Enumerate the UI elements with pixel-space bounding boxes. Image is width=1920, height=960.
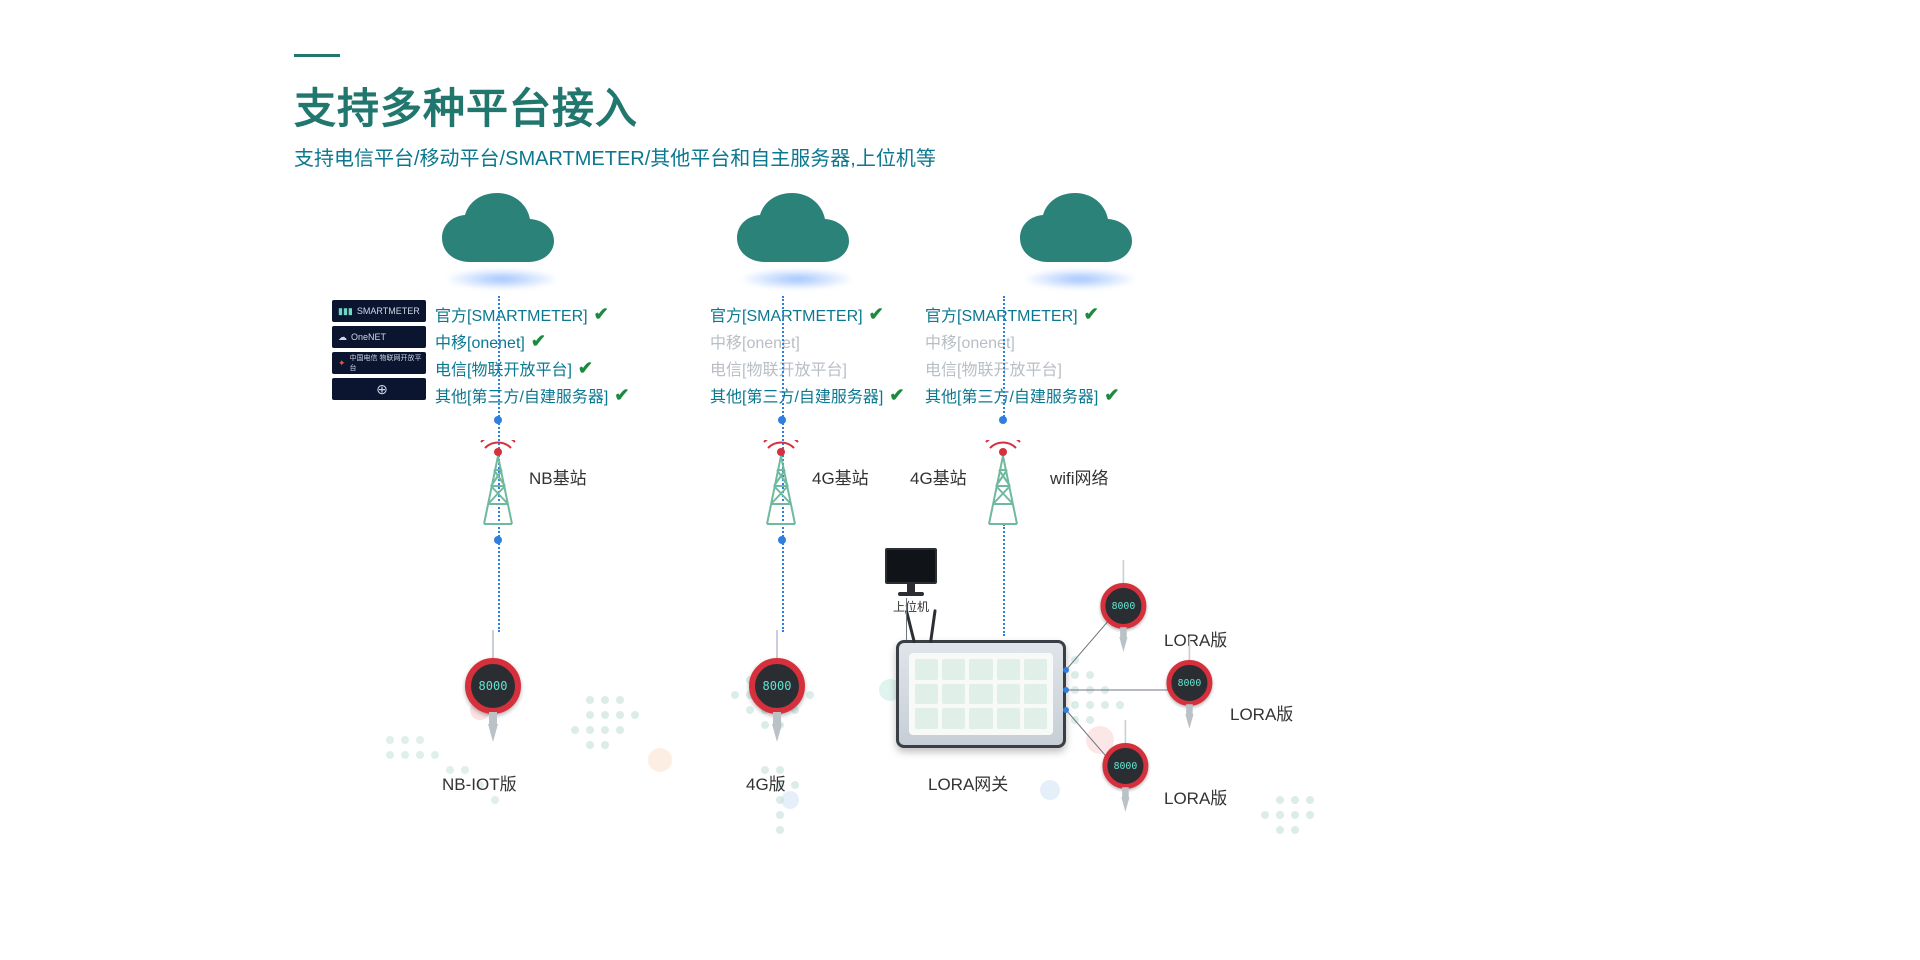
provider-badges: ▮▮▮SMARTMETER ☁OneNET ✦中国电信 物联网开放平台 ⊕ (332, 300, 426, 400)
platform-row: 其他[第三方/自建服务器]✔ (435, 383, 629, 407)
header-dash (294, 54, 340, 57)
platform-row: 中移[onenet]✔ (435, 329, 629, 353)
wifi-label: wifi网络 (1050, 464, 1109, 489)
platform-list: 官方[SMARTMETER]✔ 中移[onenet] 电信[物联开放平台] 其他[第三… (925, 302, 1119, 407)
check-icon: ✔ (531, 332, 546, 350)
platform-row: 官方[SMARTMETER]✔ (435, 302, 629, 326)
platform-row: 中移[onenet] (710, 329, 904, 353)
platform-row: 电信[物联开放平台]✔ (435, 356, 629, 380)
cloud-icon (1010, 190, 1150, 280)
signal-dot (494, 536, 502, 544)
cloud-icon (432, 190, 572, 280)
signal-dot (494, 416, 502, 424)
signal-line (1003, 296, 1005, 420)
badge-telecom: ✦中国电信 物联网开放平台 (332, 352, 426, 374)
base-station-icon (758, 440, 804, 531)
cloud-icon (727, 190, 867, 280)
lora-gateway (896, 640, 1066, 748)
platform-row: 中移[onenet] (925, 329, 1119, 353)
base-station-label: 4G基站 (910, 464, 967, 489)
sensor-device: 8000 (746, 630, 808, 742)
signal-dot (999, 416, 1007, 424)
base-station-label: 4G基站 (812, 464, 869, 489)
sensor-label: LORA版 (1230, 700, 1293, 725)
badge-smartmeter: ▮▮▮SMARTMETER (332, 300, 426, 322)
platform-list: 官方[SMARTMETER]✔ 中移[onenet] 电信[物联开放平台] 其他[第三… (710, 302, 904, 407)
platform-row: 其他[第三方/自建服务器]✔ (710, 383, 904, 407)
page-title: 支持多种平台接入 (294, 75, 936, 136)
page-subtitle: 支持电信平台/移动平台/SMARTMETER/其他平台和自主服务器,上位机等 (294, 142, 936, 171)
host-pc: 上位机 (876, 548, 946, 615)
check-icon: ✔ (1084, 305, 1099, 323)
check-icon: ✔ (889, 386, 904, 404)
platform-row: 其他[第三方/自建服务器]✔ (925, 383, 1119, 407)
signal-dot (778, 536, 786, 544)
host-pc-label: 上位机 (893, 598, 929, 615)
platform-row: 电信[物联开放平台] (710, 356, 904, 380)
check-icon: ✔ (1104, 386, 1119, 404)
sensor-device: 8000 (462, 630, 524, 742)
sensor-device: 8000 (1100, 720, 1151, 812)
platform-list: 官方[SMARTMETER]✔ 中移[onenet]✔ 电信[物联开放平台]✔ 其他[… (435, 302, 629, 407)
sensor-label: LORA版 (1164, 784, 1227, 809)
lora-gateway-label: LORA网关 (928, 770, 1008, 795)
check-icon: ✔ (594, 305, 609, 323)
base-station-icon (980, 440, 1026, 531)
badge-onenet: ☁OneNET (332, 326, 426, 348)
base-station-icon (475, 440, 521, 531)
check-icon: ✔ (614, 386, 629, 404)
sensor-device: 8000 (1098, 560, 1149, 652)
platform-row: 电信[物联开放平台] (925, 356, 1119, 380)
sensor-device: 8000 (1164, 637, 1215, 729)
connector (906, 598, 907, 640)
sensor-label: 4G版 (746, 770, 786, 795)
check-icon: ✔ (578, 359, 593, 377)
badge-other: ⊕ (332, 378, 426, 400)
platform-row: 官方[SMARTMETER]✔ (925, 302, 1119, 326)
base-station-label: NB基站 (529, 464, 587, 489)
sensor-label: NB-IOT版 (442, 770, 517, 795)
check-icon: ✔ (869, 305, 884, 323)
signal-line (1003, 524, 1005, 636)
platform-row: 官方[SMARTMETER]✔ (710, 302, 904, 326)
header: 支持多种平台接入 支持电信平台/移动平台/SMARTMETER/其他平台和自主服… (294, 54, 936, 171)
signal-dot (778, 416, 786, 424)
